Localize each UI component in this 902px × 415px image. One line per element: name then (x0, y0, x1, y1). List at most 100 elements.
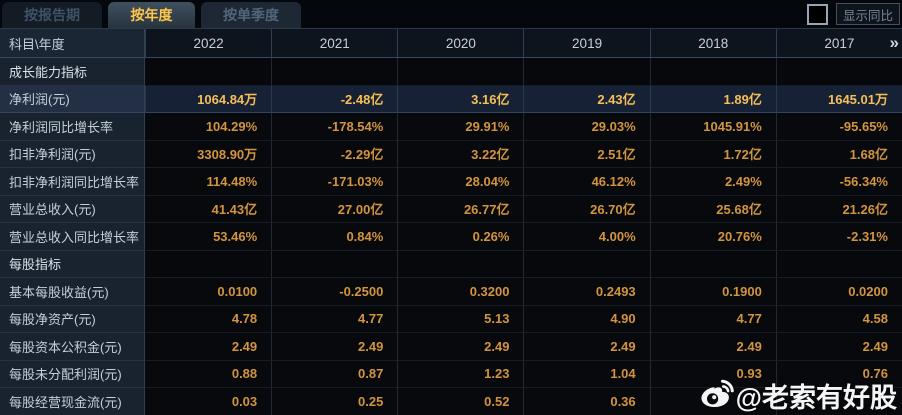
cell-value (397, 250, 524, 278)
cell-value: 2.43亿 (523, 85, 650, 113)
period-tabbar: 按报告期 按年度 按单季度 显示同比 (0, 0, 902, 28)
cell-value: 28.04% (397, 168, 524, 196)
cell-value: 25.68亿 (649, 195, 776, 223)
tab-by-single-quarter[interactable]: 按单季度 (201, 2, 301, 28)
table-row: 净利润同比增长率 104.29% -178.54% 29.91% 29.03% 1045.… (0, 113, 902, 141)
table-body: 成长能力指标 净利润(元) 1064.84万 -2.48亿 3.16亿 2.43亿 1.89… (0, 58, 902, 415)
year-header-2022[interactable]: 2022 (145, 29, 272, 58)
cell-value: 0.93 (649, 360, 776, 388)
cell-value (523, 250, 650, 278)
cell-value: 0.0100 (145, 278, 272, 306)
cell-value (775, 58, 902, 86)
cell-value: 0.76 (775, 360, 902, 388)
cell-value: 0.52 (397, 388, 524, 415)
show-yoy-button[interactable]: 显示同比 (836, 3, 900, 25)
cell-value: 2.49 (775, 333, 902, 361)
tab-by-report-period[interactable]: 按报告期 (2, 2, 102, 28)
cell-value: -0.2500 (271, 278, 398, 306)
year-header-2017[interactable]: 2017 » (775, 29, 902, 58)
year-header-2020[interactable]: 2020 (397, 29, 524, 58)
cell-value: -2.48亿 (271, 85, 398, 113)
row-label: 基本每股收益(元) (0, 278, 145, 306)
cell-value: 53.46% (145, 223, 272, 251)
section-row: 每股指标 (0, 250, 902, 278)
cell-value: 0.25 (271, 388, 398, 415)
row-label: 每股指标 (0, 250, 145, 278)
year-header-2019[interactable]: 2019 (523, 29, 650, 58)
cell-value: 0.0200 (775, 278, 902, 306)
cell-value: 1.68亿 (775, 140, 902, 168)
cell-value: 0.2493 (523, 278, 650, 306)
cell-value: 0.26% (397, 223, 524, 251)
more-years-icon[interactable]: » (889, 33, 900, 52)
year-label: 2017 (824, 35, 855, 51)
row-label: 成长能力指标 (0, 58, 145, 86)
cell-value: 114.48% (145, 168, 272, 196)
cell-value: 3.16亿 (397, 85, 524, 113)
cell-value: 4.77 (271, 305, 398, 333)
cell-value: 2.49 (649, 333, 776, 361)
table-row: 每股资本公积金(元) 2.49 2.49 2.49 2.49 2.49 2.49 (0, 333, 902, 361)
cell-value (397, 58, 524, 86)
cell-value: 4.90 (523, 305, 650, 333)
cell-value: 4.00% (523, 223, 650, 251)
row-label: 扣非净利润同比增长率 (0, 168, 145, 196)
cell-value: 0.36 (523, 388, 650, 415)
cell-value: 3308.90万 (145, 140, 272, 168)
cell-value: 1064.84万 (145, 85, 272, 113)
cell-value: 4.78 (145, 305, 272, 333)
cell-value (271, 250, 398, 278)
row-label: 每股未分配利润(元) (0, 360, 145, 388)
cell-value: 5.13 (397, 305, 524, 333)
cell-value: 29.03% (523, 113, 650, 141)
table-row: 每股经营现金流(元) 0.03 0.25 0.52 0.36 (0, 388, 902, 415)
cell-value: 1645.01万 (775, 85, 902, 113)
cell-value: 46.12% (523, 168, 650, 196)
table-row: 扣非净利润(元) 3308.90万 -2.29亿 3.22亿 2.51亿 1.72亿 1.6… (0, 140, 902, 168)
cell-value: 104.29% (145, 113, 272, 141)
cell-value (775, 250, 902, 278)
section-row: 成长能力指标 (0, 58, 902, 86)
cell-value: 20.76% (649, 223, 776, 251)
financial-table: 科目\年度 2022 2021 2020 2019 2018 2017 » 成长能力指标 净利… (0, 28, 902, 415)
header-row: 科目\年度 2022 2021 2020 2019 2018 2017 » (0, 29, 902, 58)
cell-value: 0.84% (271, 223, 398, 251)
table-row: 每股未分配利润(元) 0.88 0.87 1.23 1.04 0.93 0.76 (0, 360, 902, 388)
table-row: 净利润(元) 1064.84万 -2.48亿 3.16亿 2.43亿 1.89亿 1645.… (0, 85, 902, 113)
cell-value (649, 388, 776, 415)
cell-value: 1.04 (523, 360, 650, 388)
cell-value (145, 250, 272, 278)
year-label: 2022 (193, 35, 224, 51)
year-label: 2021 (319, 35, 350, 51)
cell-value: 2.49 (145, 333, 272, 361)
cell-value: -95.65% (775, 113, 902, 141)
cell-value: 0.87 (271, 360, 398, 388)
cell-value: -171.03% (271, 168, 398, 196)
show-yoy-checkbox[interactable] (807, 4, 828, 25)
cell-value: 26.70亿 (523, 195, 650, 223)
cell-value: 29.91% (397, 113, 524, 141)
row-label: 营业总收入同比增长率 (0, 223, 145, 251)
cell-value: 1.89亿 (649, 85, 776, 113)
cell-value: 2.49 (271, 333, 398, 361)
table-row: 营业总收入(元) 41.43亿 27.00亿 26.77亿 26.70亿 25.68亿 21… (0, 195, 902, 223)
year-header-2018[interactable]: 2018 (649, 29, 776, 58)
year-label: 2018 (698, 35, 729, 51)
cell-value: 2.49 (397, 333, 524, 361)
table-row: 基本每股收益(元) 0.0100 -0.2500 0.3200 0.2493 0.1900… (0, 278, 902, 306)
cell-value: -2.29亿 (271, 140, 398, 168)
cell-value: 4.77 (649, 305, 776, 333)
cell-value (271, 58, 398, 86)
cell-value (649, 250, 776, 278)
tab-by-year[interactable]: 按年度 (108, 2, 195, 28)
cell-value: 26.77亿 (397, 195, 524, 223)
row-label: 每股净资产(元) (0, 305, 145, 333)
year-header-2021[interactable]: 2021 (271, 29, 398, 58)
cell-value: 1.72亿 (649, 140, 776, 168)
cell-value: 41.43亿 (145, 195, 272, 223)
cell-value: 2.49 (523, 333, 650, 361)
cell-value: -178.54% (271, 113, 398, 141)
cell-value: 0.1900 (649, 278, 776, 306)
cell-value: 2.51亿 (523, 140, 650, 168)
cell-value: 0.88 (145, 360, 272, 388)
